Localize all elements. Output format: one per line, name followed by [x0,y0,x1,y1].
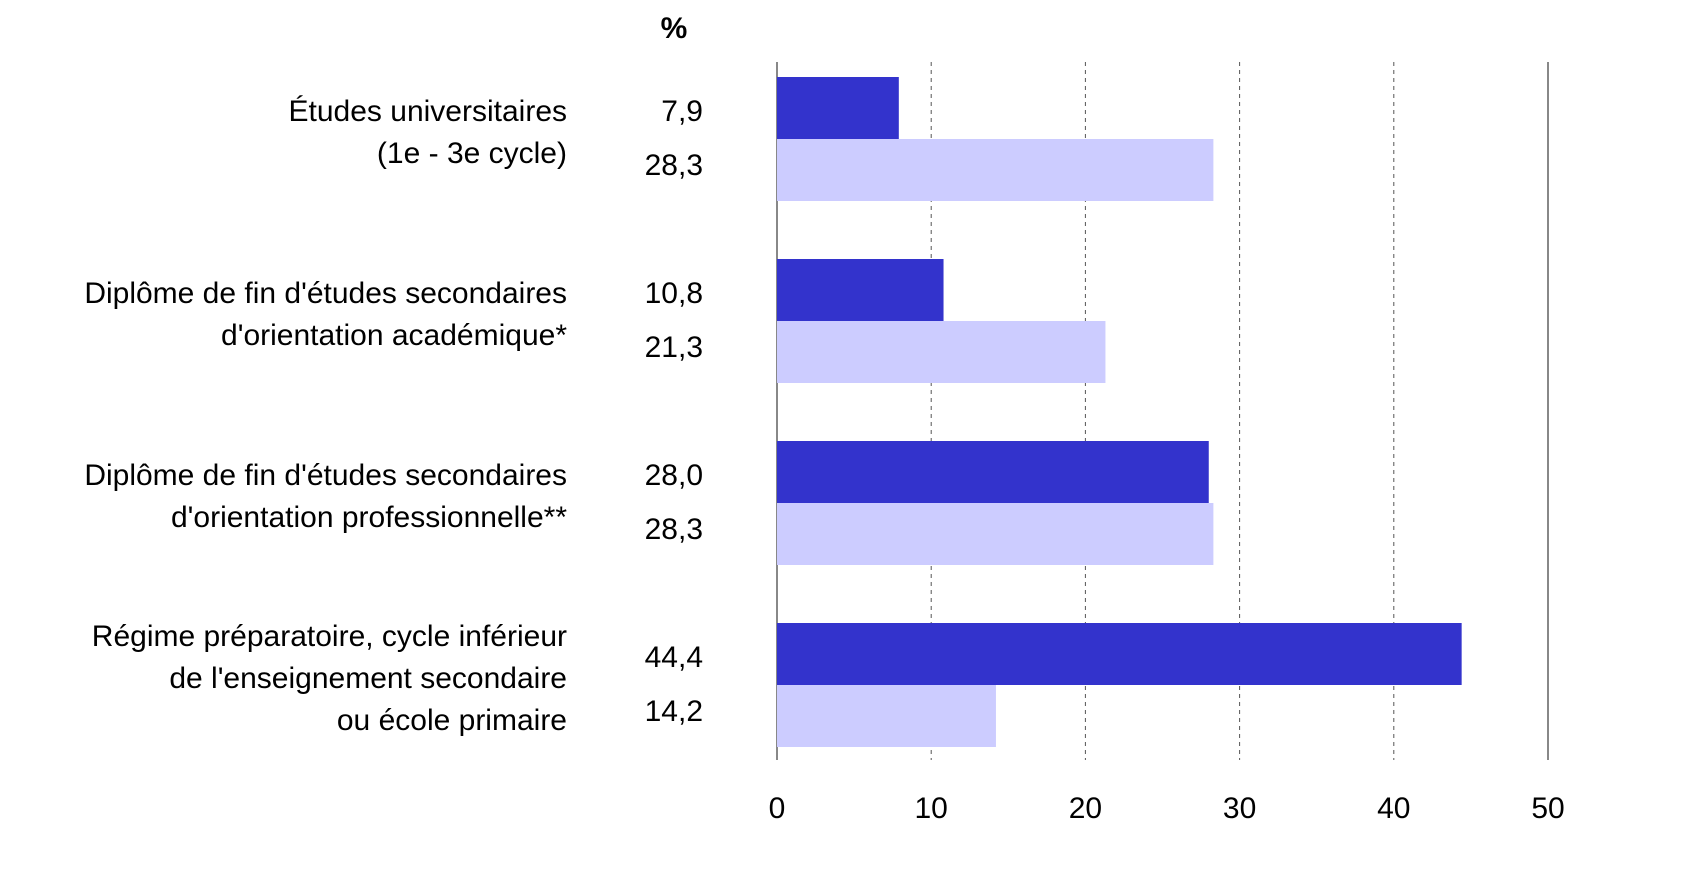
bar [777,623,1462,685]
bar [777,685,996,747]
value-label: 7,9 [661,95,703,128]
category-label: Diplôme de fin d'études secondaires [84,277,567,310]
value-label: 10,8 [645,277,703,310]
x-tick-label: 0 [769,792,786,825]
x-tick-label: 40 [1377,792,1410,825]
x-tick-label: 30 [1223,792,1256,825]
x-tick-label: 10 [915,792,948,825]
category-label: (1e - 3e cycle) [377,137,567,170]
value-label: 14,2 [645,695,703,728]
value-label: 28,0 [645,459,703,492]
category-label: ou école primaire [337,704,567,737]
category-label: Diplôme de fin d'études secondaires [84,459,567,492]
bar [777,139,1214,201]
bar [777,503,1214,565]
category-label: d'orientation académique* [221,319,567,352]
category-label: Études universitaires [289,95,567,128]
category-label: Régime préparatoire, cycle inférieur [92,620,567,653]
unit-label: % [661,12,688,45]
value-label: 28,3 [645,149,703,182]
value-label: 44,4 [645,641,703,674]
value-label: 28,3 [645,513,703,546]
category-label: d'orientation professionnelle** [171,501,567,534]
category-label: de l'enseignement secondaire [169,662,567,695]
bar [777,77,899,139]
bar [777,441,1209,503]
bar [777,321,1106,383]
x-tick-label: 50 [1531,792,1564,825]
x-tick-label: 20 [1069,792,1102,825]
value-label: 21,3 [645,331,703,364]
bar [777,259,944,321]
